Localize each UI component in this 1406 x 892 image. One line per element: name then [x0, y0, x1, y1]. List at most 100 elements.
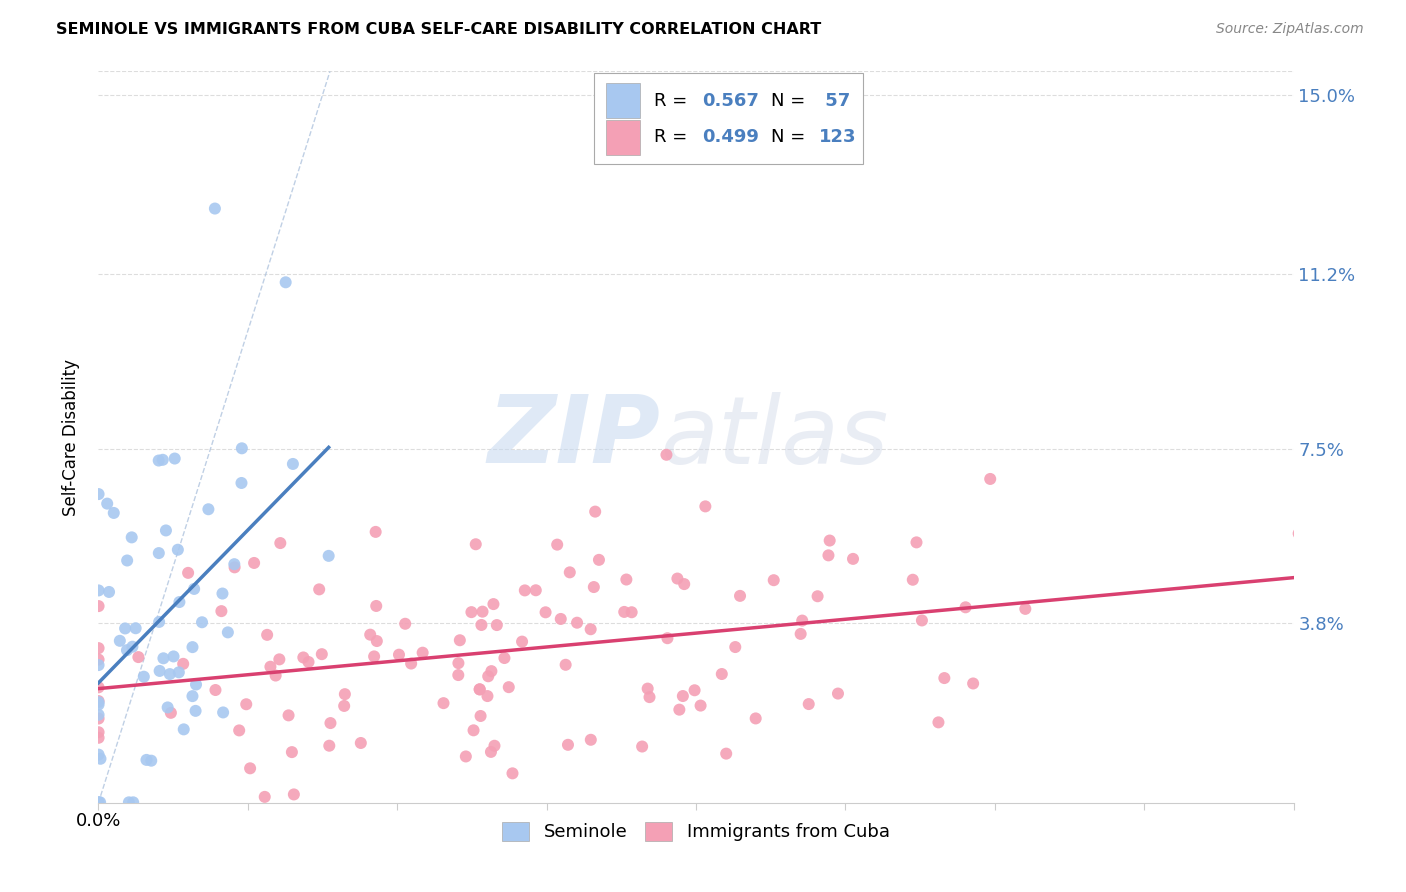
Point: [797, 697, 820, 711]
Point: [1014, 602, 1036, 616]
Point: [934, 671, 956, 685]
Point: [87, 487, 110, 501]
Point: [657, 631, 679, 645]
Point: [728, 589, 751, 603]
Point: [159, 667, 181, 681]
Point: [447, 656, 470, 670]
Point: [510, 634, 533, 648]
Point: [807, 589, 830, 603]
Point: [228, 723, 250, 738]
Point: [235, 698, 257, 712]
Point: [87, 695, 110, 709]
Point: [209, 604, 232, 618]
Point: [333, 687, 356, 701]
Point: [955, 600, 977, 615]
Text: N =: N =: [772, 92, 811, 110]
Point: [253, 789, 276, 804]
Point: [318, 549, 340, 563]
Point: [454, 749, 477, 764]
Point: [87, 747, 110, 762]
Point: [637, 681, 659, 696]
Point: [477, 689, 499, 703]
Point: [217, 625, 239, 640]
Point: [498, 680, 520, 694]
Point: [149, 664, 172, 678]
Point: [550, 612, 572, 626]
Point: [135, 753, 157, 767]
Point: [148, 546, 170, 560]
Point: [87, 583, 110, 598]
Point: [716, 747, 738, 761]
Point: [87, 681, 110, 695]
Point: [513, 583, 536, 598]
Point: [141, 754, 163, 768]
Point: [274, 275, 297, 289]
Point: [239, 761, 262, 775]
Point: [264, 668, 287, 682]
Point: [152, 651, 174, 665]
Text: R =: R =: [654, 92, 693, 110]
Point: [308, 582, 330, 597]
Point: [197, 502, 219, 516]
Point: [87, 707, 110, 722]
Point: [482, 597, 505, 611]
Point: [204, 683, 226, 698]
Point: [962, 676, 984, 690]
Point: [546, 538, 568, 552]
Point: [477, 669, 499, 683]
Text: 123: 123: [820, 128, 856, 146]
Point: [231, 442, 253, 456]
Point: [464, 537, 486, 551]
Point: [792, 614, 814, 628]
Point: [350, 736, 373, 750]
Point: [108, 633, 131, 648]
Point: [204, 202, 226, 216]
Point: [620, 605, 643, 619]
Point: [695, 500, 717, 514]
Point: [155, 524, 177, 538]
Point: [366, 634, 388, 648]
Text: 57: 57: [820, 92, 851, 110]
Point: [103, 506, 125, 520]
Point: [152, 452, 174, 467]
Point: [470, 709, 492, 723]
Point: [256, 628, 278, 642]
Point: [366, 599, 388, 613]
Point: [818, 533, 841, 548]
Point: [243, 556, 266, 570]
Point: [638, 690, 661, 705]
Point: [842, 552, 865, 566]
FancyBboxPatch shape: [606, 83, 640, 118]
Point: [789, 627, 811, 641]
Point: [468, 682, 491, 697]
Point: [269, 536, 291, 550]
Point: [277, 708, 299, 723]
Point: [89, 752, 111, 766]
Point: [87, 652, 110, 666]
Point: [1288, 526, 1310, 541]
Point: [127, 650, 149, 665]
Point: [394, 616, 416, 631]
Point: [901, 573, 924, 587]
Text: SEMINOLE VS IMMIGRANTS FROM CUBA SELF-CARE DISABILITY CORRELATION CHART: SEMINOLE VS IMMIGRANTS FROM CUBA SELF-CA…: [56, 22, 821, 37]
Point: [184, 677, 207, 691]
Point: [710, 667, 733, 681]
Point: [479, 745, 502, 759]
Point: [614, 573, 637, 587]
Point: [297, 655, 319, 669]
Point: [524, 583, 547, 598]
Point: [484, 739, 506, 753]
Point: [124, 621, 146, 635]
FancyBboxPatch shape: [606, 120, 640, 154]
Point: [181, 689, 204, 703]
Point: [583, 505, 606, 519]
Point: [191, 615, 214, 630]
Point: [122, 795, 145, 809]
Point: [121, 640, 143, 654]
Text: 0.499: 0.499: [702, 128, 759, 146]
Point: [724, 640, 747, 654]
Point: [132, 670, 155, 684]
Point: [160, 706, 183, 720]
Point: [281, 745, 304, 759]
Point: [468, 682, 491, 697]
